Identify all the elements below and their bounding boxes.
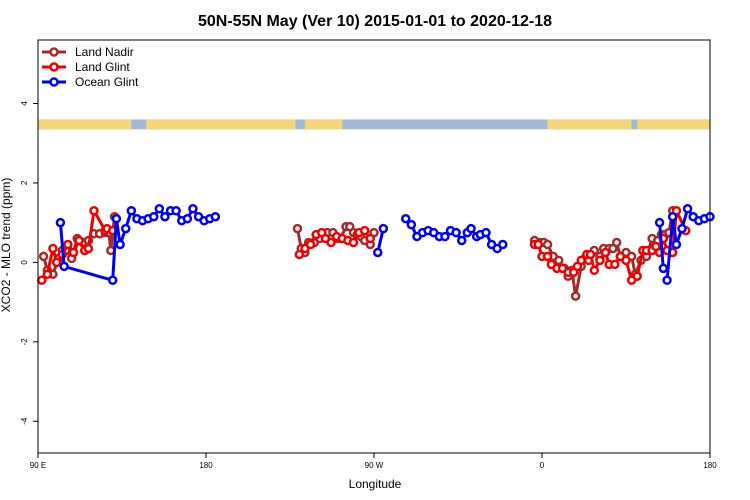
legend-label: Land Glint	[75, 60, 130, 74]
data-point	[51, 257, 62, 268]
data-point	[372, 247, 383, 258]
data-point	[68, 247, 79, 258]
legend-label: Land Nadir	[75, 45, 134, 59]
x-tick-label: 90 E	[30, 461, 46, 470]
data-point	[188, 204, 198, 214]
data-point	[576, 255, 586, 266]
land-ocean-strip	[38, 119, 710, 130]
data-point	[107, 275, 118, 286]
legend-marker	[49, 62, 59, 72]
ocean-strip	[38, 119, 710, 130]
y-tick-label: -4	[20, 417, 29, 425]
x-ticks: 90 E 180 90 W 0 180	[30, 453, 717, 470]
series-layer	[36, 204, 715, 301]
data-point	[89, 206, 99, 216]
data-point	[610, 259, 620, 270]
data-point	[48, 243, 58, 254]
data-point	[498, 239, 508, 250]
land-strip-segment-3	[547, 119, 632, 130]
data-point	[148, 211, 159, 222]
y-tick-label: -2	[20, 338, 29, 346]
data-point	[589, 265, 600, 276]
data-point	[126, 206, 137, 216]
data-point	[359, 225, 370, 236]
data-point	[171, 206, 181, 216]
data-point	[600, 247, 611, 258]
data-point	[406, 219, 417, 230]
data-point	[182, 213, 193, 224]
data-point	[632, 271, 642, 282]
land-strip-segment-2	[304, 119, 343, 130]
data-point	[348, 237, 359, 248]
legend-marker	[49, 77, 59, 87]
data-point	[210, 211, 221, 222]
data-point	[400, 213, 411, 224]
data-point	[621, 255, 631, 266]
data-point	[662, 275, 672, 286]
y-tick-label: 2	[20, 180, 29, 185]
data-point	[595, 255, 605, 266]
data-point	[533, 239, 544, 250]
y-tick-label: 0	[20, 260, 29, 265]
chart-title: 50N-55N May (Ver 10) 2015-01-01 to 2020-…	[198, 13, 552, 30]
x-tick-label: 180	[703, 461, 717, 470]
legend-item: Land Glint	[42, 60, 130, 74]
y-tick-label: 4	[20, 101, 29, 106]
y-axis-label: XCO2 - MLO trend (ppm)	[0, 178, 13, 313]
data-point	[542, 251, 553, 262]
data-point	[365, 233, 376, 244]
data-point	[294, 249, 305, 260]
data-point	[115, 239, 125, 250]
data-point	[292, 223, 303, 234]
data-point	[481, 227, 491, 238]
data-point	[677, 223, 687, 234]
data-point	[654, 217, 665, 228]
land-strip-segment-1	[146, 119, 296, 130]
data-point	[667, 211, 678, 222]
x-tick-label: 0	[540, 461, 545, 470]
data-point	[83, 243, 94, 254]
data-point	[55, 217, 66, 228]
legend-item: Ocean Glint	[42, 75, 139, 89]
data-point	[611, 237, 622, 248]
data-point	[451, 227, 461, 238]
data-point	[440, 231, 450, 242]
data-point	[682, 204, 693, 214]
x-tick-label: 90 W	[365, 461, 384, 470]
data-point	[542, 239, 553, 250]
data-point	[59, 261, 69, 272]
land-strip-segment-0	[38, 119, 132, 130]
data-point	[42, 269, 53, 280]
series-line	[42, 210, 675, 298]
data-point	[63, 239, 73, 250]
legend-label: Ocean Glint	[75, 75, 139, 89]
data-point	[120, 223, 131, 234]
x-axis-label: Longitude	[349, 477, 402, 491]
data-point	[466, 223, 476, 234]
x-tick-label: 180	[199, 461, 213, 470]
land-strip-segment-4	[637, 119, 710, 130]
data-point	[658, 263, 669, 274]
data-point	[154, 204, 165, 214]
data-point	[326, 237, 336, 248]
data-point	[585, 249, 596, 260]
data-point	[305, 239, 316, 250]
data-point	[456, 235, 467, 246]
series-2	[55, 204, 715, 286]
data-point	[111, 213, 122, 224]
data-point	[160, 211, 170, 222]
y-ticks: -4 -2 0 2 4	[20, 101, 38, 425]
data-point	[570, 291, 581, 301]
data-point	[38, 251, 49, 262]
data-point	[554, 255, 564, 266]
data-point	[378, 223, 389, 234]
legend-marker	[49, 47, 59, 57]
legend-item: Land Nadir	[42, 45, 134, 59]
data-point	[671, 239, 682, 250]
data-point	[74, 235, 84, 246]
